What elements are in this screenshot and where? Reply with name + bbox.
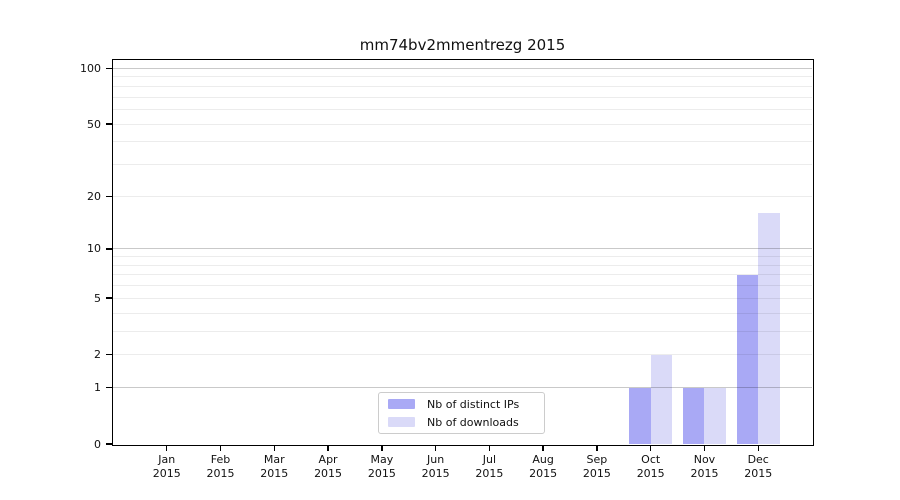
gridline-minor [113,297,812,299]
x-tick-mark [273,445,275,451]
y-tick-mark [105,443,112,445]
y-tick-mark [105,67,112,70]
x-tick-mark [703,445,706,451]
y-tick-label: 10 [87,242,101,256]
gridline-minor [113,123,812,125]
legend-item-distinct-ips: Nb of distinct IPs [388,398,535,411]
x-tick-label: Jun 2015 [421,453,450,480]
legend-label-downloads: Nb of downloads [427,415,519,429]
gridline-minor [113,354,812,356]
gridline-minor [113,256,812,258]
x-tick-mark [434,445,437,451]
gridline-minor [113,96,812,98]
x-tick-mark [381,445,383,451]
y-tick-mark [105,123,112,125]
gridline-minor [113,108,812,110]
x-tick-mark [219,445,222,451]
x-tick-label: Feb 2015 [206,453,235,480]
gridline-minor [113,164,812,166]
y-tick-label: 50 [87,117,101,131]
x-tick-label: Dec 2015 [744,453,773,480]
y-tick-mark [105,248,112,250]
y-tick-label: 2 [94,348,101,362]
bar-ips-oct-2015 [629,387,651,444]
y-tick-label: 100 [80,61,101,75]
x-tick-mark [166,445,168,451]
legend-item-downloads: Nb of downloads [388,416,535,429]
x-tick-mark [649,445,652,451]
y-tick-mark [105,297,112,299]
x-tick-label: Aug 2015 [529,453,558,480]
legend-label-distinct-ips: Nb of distinct IPs [427,397,520,411]
bar-downloads-oct-2015 [650,354,673,444]
x-tick-mark [327,445,329,451]
x-tick-label: Jan 2015 [152,453,181,480]
gridline-minor [113,141,812,143]
x-tick-label: Nov 2015 [690,453,719,480]
gridline-minor [113,285,812,287]
y-tick-label: 1 [94,381,101,395]
y-tick-label: 20 [87,189,101,203]
gridline-major [113,387,812,389]
x-tick-label: Sep 2015 [582,453,611,480]
y-tick-mark [105,195,112,197]
x-tick-label: Mar 2015 [260,453,289,480]
gridline-minor [113,312,812,314]
gridline-major [113,248,812,250]
gridline-minor [113,264,812,266]
gridline-major [113,67,812,69]
bar-ips-dec-2015 [736,274,759,444]
legend-swatch-downloads [388,417,415,427]
y-tick-mark [105,353,112,356]
gridline-minor [113,85,812,87]
x-tick-mark [757,445,759,451]
legend: Nb of distinct IPs Nb of downloads [378,392,545,434]
gridline-minor [113,76,812,78]
y-tick-mark [105,386,112,389]
bar-downloads-nov-2015 [704,387,726,444]
bar-ips-nov-2015 [682,387,705,444]
x-tick-label: Oct 2015 [636,453,665,480]
gridline-minor [113,330,812,332]
x-tick-mark [596,445,598,451]
x-tick-label: Apr 2015 [314,453,343,480]
y-tick-label: 0 [94,437,101,451]
x-tick-mark [488,445,491,451]
gridline-minor [113,195,812,197]
legend-swatch-distinct-ips [388,399,415,409]
gridline-minor [113,274,812,276]
x-tick-label: Jul 2015 [475,453,504,480]
x-tick-mark [542,445,544,451]
y-tick-label: 5 [94,291,101,305]
bar-downloads-dec-2015 [758,213,780,444]
chart-title: mm74bv2mmentrezg 2015 [359,36,566,54]
x-tick-label: May 2015 [367,453,396,480]
